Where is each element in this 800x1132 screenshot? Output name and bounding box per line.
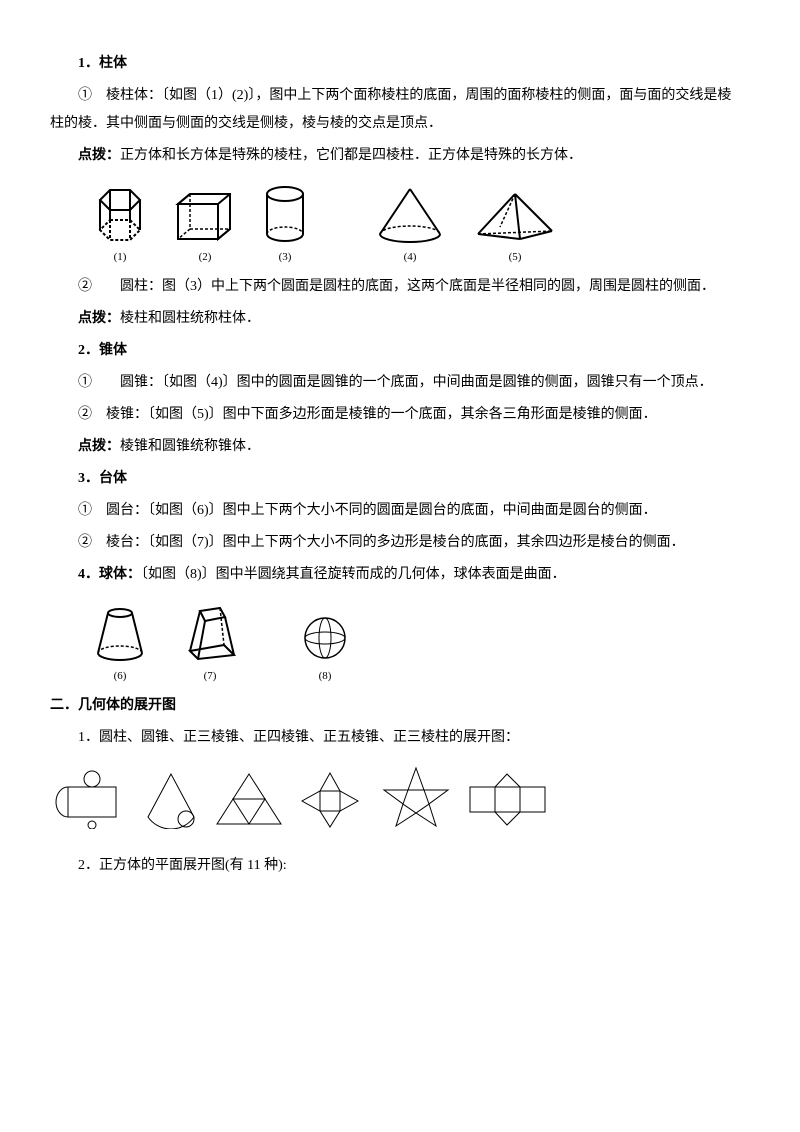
tri-prism-net-icon bbox=[465, 772, 550, 827]
fig-8: (8) bbox=[300, 613, 350, 687]
fig-1-label: (1) bbox=[114, 246, 127, 268]
s1-tip2: 点拨：棱柱和圆柱统称柱体． bbox=[50, 305, 740, 333]
s1-p2: ② 圆柱：图（3）中上下两个圆面是圆柱的底面，这两个底面是半径相同的圆，周围是圆… bbox=[50, 273, 740, 301]
s2-p2: ② 棱锥：〔如图（5)〕图中下面多边形面是棱锥的一个底面，其余各三角形面是棱锥的… bbox=[50, 401, 740, 429]
fig-6: (6) bbox=[90, 603, 150, 687]
tip-label: 点拨： bbox=[78, 311, 120, 326]
page: 1．柱体 ① 棱柱体：〔如图（1）(2)〕，图中上下两个面称棱柱的底面，周围的面… bbox=[0, 0, 800, 924]
s4-title-label: 4．球体： bbox=[78, 567, 141, 582]
pyramid-icon bbox=[470, 189, 560, 244]
fig-3-label: (3) bbox=[279, 246, 292, 268]
s1-p1: ① 棱柱体：〔如图（1）(2)〕，图中上下两个面称棱柱的底面，周围的面称棱柱的侧… bbox=[50, 82, 740, 138]
cuboid-icon bbox=[170, 189, 240, 244]
tip-text: 棱锥和圆锥统称锥体． bbox=[120, 439, 260, 454]
sec2-title: 二．几何体的展开图 bbox=[50, 692, 740, 720]
tri-pyramid-net-icon bbox=[212, 769, 287, 829]
hex-prism-icon bbox=[90, 184, 150, 244]
s2-tip: 点拨：棱锥和圆锥统称锥体． bbox=[50, 433, 740, 461]
s2-p1: ① 圆锥：〔如图（4)〕图中的圆面是圆锥的一个底面，中间曲面是圆锥的侧面，圆锥只… bbox=[50, 369, 740, 397]
sec2-p2: 2．正方体的平面展开图(有 11 种): bbox=[50, 852, 740, 880]
sec2-p1: 1．圆柱、圆锥、正三棱锥、正四棱锥、正五棱锥、正三棱柱的展开图： bbox=[50, 724, 740, 752]
figure-row-1: (1) (2) (3) bbox=[50, 174, 740, 273]
nets-row bbox=[50, 756, 740, 852]
fig-5-label: (5) bbox=[509, 246, 522, 268]
tip-label: 点拨： bbox=[78, 439, 120, 454]
fig-1: (1) bbox=[90, 184, 150, 268]
tip-text: 正方体和长方体是特殊的棱柱，它们都是四棱柱．正方体是特殊的长方体． bbox=[120, 148, 582, 163]
s4-title-rest: 〔如图（8)〕图中半圆绕其直径旋转而成的几何体，球体表面是曲面． bbox=[141, 567, 566, 582]
tip-text: 棱柱和圆柱统称柱体． bbox=[120, 311, 260, 326]
fig-7-label: (7) bbox=[204, 665, 217, 687]
fig-8-label: (8) bbox=[319, 665, 332, 687]
fig-2-label: (2) bbox=[199, 246, 212, 268]
cylinder-icon bbox=[260, 184, 310, 244]
s3-p1: ① 圆台：〔如图（6)〕图中上下两个大小不同的圆面是圆台的底面，中间曲面是圆台的… bbox=[50, 497, 740, 525]
sq-pyramid-net-icon bbox=[293, 769, 368, 829]
s1-title: 1．柱体 bbox=[50, 50, 740, 78]
fig-4-label: (4) bbox=[404, 246, 417, 268]
penta-pyramid-net-icon bbox=[374, 764, 459, 834]
figure-row-2: (6) (7) (8) bbox=[50, 593, 740, 692]
s3-title: 3．台体 bbox=[50, 465, 740, 493]
sphere-icon bbox=[300, 613, 350, 663]
frustum-icon bbox=[90, 603, 150, 663]
cone-net-icon bbox=[136, 769, 206, 829]
cone-icon bbox=[370, 184, 450, 244]
s2-title: 2．锥体 bbox=[50, 337, 740, 365]
s4-title: 4．球体：〔如图（8)〕图中半圆绕其直径旋转而成的几何体，球体表面是曲面． bbox=[50, 561, 740, 589]
s1-tip1: 点拨：正方体和长方体是特殊的棱柱，它们都是四棱柱．正方体是特殊的长方体． bbox=[50, 142, 740, 170]
fig-6-label: (6) bbox=[114, 665, 127, 687]
s3-p2: ② 棱台：〔如图（7)〕图中上下两个大小不同的多边形是棱台的底面，其余四边形是棱… bbox=[50, 529, 740, 557]
fig-3: (3) bbox=[260, 184, 310, 268]
tip-label: 点拨： bbox=[78, 148, 120, 163]
fig-4: (4) bbox=[370, 184, 450, 268]
prism-frustum-icon bbox=[180, 603, 240, 663]
fig-5: (5) bbox=[470, 189, 560, 268]
cylinder-net-icon bbox=[50, 769, 130, 829]
fig-2: (2) bbox=[170, 189, 240, 268]
fig-7: (7) bbox=[180, 603, 240, 687]
